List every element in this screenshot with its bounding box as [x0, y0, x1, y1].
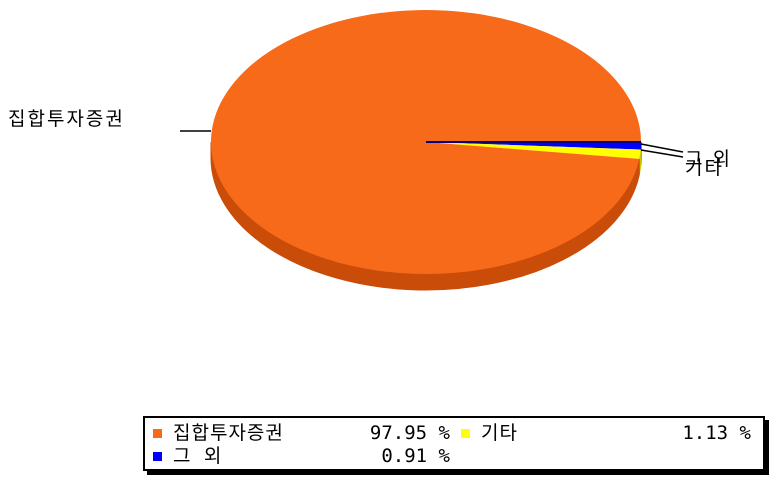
- leader-line-others: [640, 143, 684, 153]
- slice-label-others: 그 외: [685, 148, 732, 170]
- legend-value: 0.91 %: [381, 445, 450, 467]
- legend-label: 그 외: [173, 445, 223, 467]
- pie-side-wall: [210, 141, 640, 291]
- legend-value: 97.95 %: [369, 422, 450, 444]
- legend: 집합투자증권 97.95 % 기타 1.13 % 그 외 0.91 %: [143, 416, 765, 471]
- legend-value: 1.13 %: [682, 422, 751, 444]
- legend-label: 기타: [481, 422, 518, 444]
- pie-slice-etc: [426, 142, 641, 159]
- legend-label: 집합투자증권: [173, 422, 284, 444]
- legend-swatch-etc: [461, 429, 470, 438]
- legend-item-collective-investment: 집합투자증권 97.95 %: [153, 422, 458, 444]
- leader-line-etc: [640, 149, 684, 158]
- legend-swatch-others: [153, 452, 162, 461]
- slice-label-etc: 기타: [685, 157, 724, 179]
- pie-slice-others: [426, 142, 641, 150]
- legend-swatch-collective-investment: [153, 429, 162, 438]
- slice-label-collective-investment: 집합투자증권: [8, 108, 125, 130]
- legend-item-etc: 기타 1.13 %: [461, 422, 759, 444]
- legend-item-others: 그 외 0.91 %: [153, 445, 458, 467]
- pie-chart: [180, 10, 684, 291]
